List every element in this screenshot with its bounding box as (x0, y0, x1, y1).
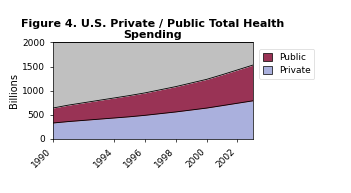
Legend: Public, Private: Public, Private (259, 49, 314, 79)
Y-axis label: Billions: Billions (9, 73, 19, 108)
Title: Figure 4. U.S. Private / Public Total Health
Spending: Figure 4. U.S. Private / Public Total He… (21, 19, 284, 40)
